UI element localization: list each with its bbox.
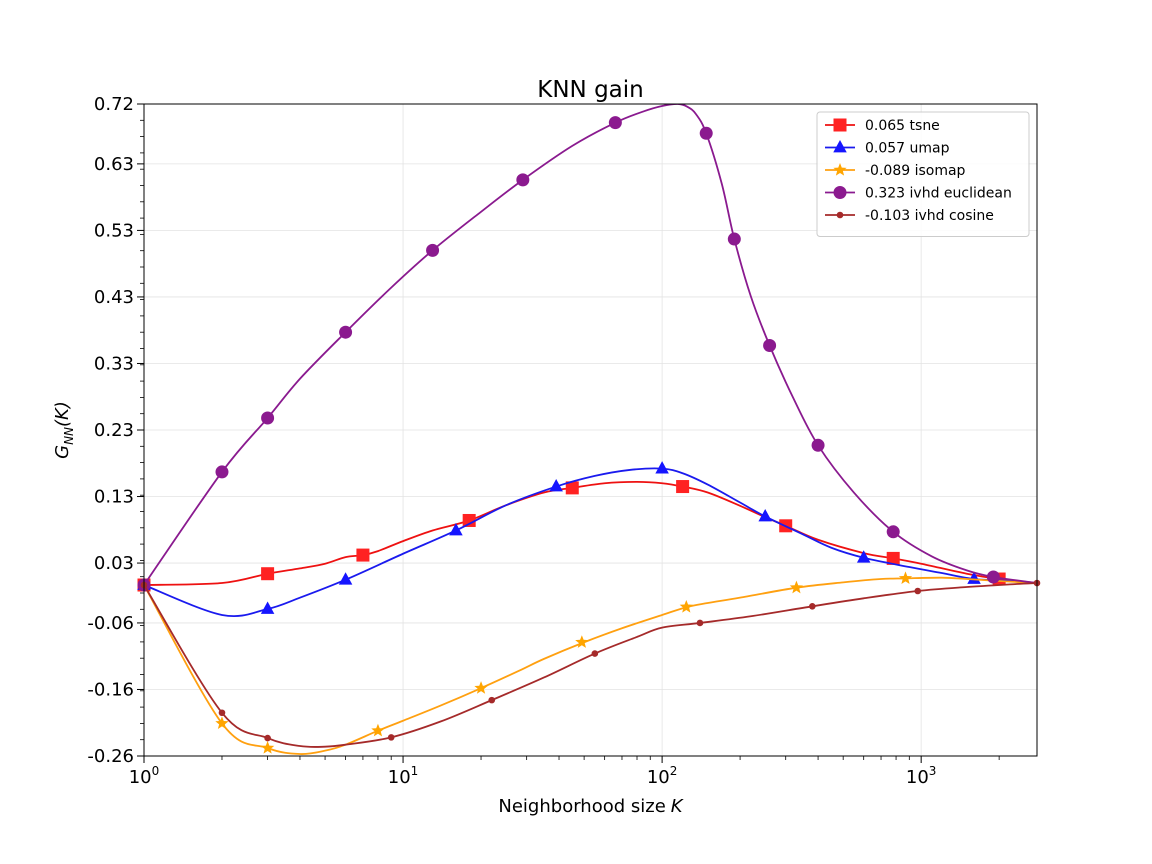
series-isomap	[137, 571, 1037, 755]
legend: 0.065 tsne 0.057 umap -0.089 isomap 0.323 i…	[816, 111, 1030, 237]
y-tick-label: -0.16	[87, 679, 134, 700]
data-point-isomap	[898, 571, 913, 585]
data-point-ivhd-euclidean	[699, 126, 713, 140]
legend-item-umap: 0.057 umap	[825, 140, 950, 157]
y-tick-label: 0.63	[94, 154, 134, 175]
legend-item-tsne: 0.065 tsne	[825, 118, 940, 134]
legend-label: -0.103 ivhd cosine	[865, 208, 994, 224]
legend-label: -0.089 isomap	[865, 163, 966, 179]
y-axis-label-subscript: NN	[62, 427, 76, 445]
x-axis-label-variable: K	[671, 796, 684, 817]
y-tick-label: 0.33	[94, 353, 134, 374]
y-tick-label: 0.13	[94, 487, 134, 508]
data-point-tsne	[886, 551, 900, 565]
data-point-ivhd-euclidean	[516, 173, 530, 187]
data-point-ivhd-cosine	[809, 603, 816, 610]
data-point-umap	[549, 479, 563, 492]
series-line-isomap	[144, 576, 1037, 755]
data-point-ivhd-cosine	[264, 734, 271, 742]
legend-item-ivhd-cosine: -0.103 ivhd cosine	[825, 208, 994, 224]
x-tick-label: 103	[906, 764, 937, 788]
data-point-ivhd-cosine	[488, 696, 496, 704]
series-layer	[137, 104, 1041, 755]
x-tick-label: 100	[129, 764, 160, 788]
legend-item-ivhd-euclidean: 0.323 ivhd euclidean	[825, 186, 1012, 202]
data-point-ivhd-euclidean	[261, 411, 275, 425]
data-point-tsne	[356, 548, 370, 562]
legend-marker-umap	[833, 140, 847, 153]
x-tick-label: 102	[647, 764, 678, 788]
data-point-umap	[967, 571, 981, 584]
data-point-umap	[338, 572, 353, 585]
data-point-ivhd-cosine	[387, 734, 395, 741]
legend-marker-ivhd-cosine	[836, 211, 844, 219]
data-point-ivhd-euclidean	[986, 570, 1000, 584]
data-point-ivhd-euclidean	[215, 465, 229, 479]
y-tick-label: 0.23	[94, 420, 134, 441]
data-point-ivhd-cosine	[218, 709, 226, 717]
data-point-umap	[856, 550, 871, 563]
chart-title: KNN gain	[537, 77, 643, 103]
series-ivhd-cosine	[140, 579, 1041, 748]
data-point-tsne	[676, 480, 690, 494]
data-point-isomap	[260, 741, 275, 754]
y-tick-label: 0.03	[94, 553, 134, 574]
y-tick-label: -0.06	[87, 613, 134, 634]
data-point-isomap	[371, 723, 385, 737]
data-point-ivhd-cosine	[591, 650, 599, 657]
y-axis-label: GNN(K)	[52, 401, 76, 459]
data-point-isomap	[474, 681, 488, 694]
data-point-isomap	[679, 599, 693, 613]
data-point-ivhd-euclidean	[811, 438, 825, 452]
y-tick-label: 0.43	[94, 287, 134, 308]
series-ivhd-euclidean	[137, 104, 1037, 592]
y-tick-label: 0.53	[94, 220, 134, 241]
data-point-ivhd-euclidean	[339, 325, 353, 339]
series-line-tsne	[144, 480, 1037, 586]
data-point-tsne	[261, 567, 275, 581]
legend-box	[816, 111, 1030, 237]
data-point-ivhd-euclidean	[763, 339, 777, 353]
data-point-isomap	[789, 580, 804, 594]
data-point-umap	[449, 522, 463, 536]
x-axis-label-text: Neighborhood size	[498, 796, 665, 817]
data-point-ivhd-euclidean	[608, 116, 622, 130]
series-line-ivhd-cosine	[144, 582, 1037, 748]
data-point-isomap	[575, 635, 589, 648]
y-axis-label-argument: (K)	[52, 401, 73, 427]
series-line-umap	[144, 467, 1037, 618]
legend-label: 0.057 umap	[865, 141, 950, 157]
y-axis-label-symbol: G	[52, 445, 73, 459]
axis-ticks: 0.72 0.63 0.53 0.43 0.33 0.23 0.13 0.03 -0.06 -0.…	[87, 94, 1000, 788]
data-point-umap	[655, 461, 669, 474]
data-point-ivhd-euclidean	[886, 525, 900, 539]
data-point-tsne	[565, 481, 579, 495]
x-tick-label: 101	[388, 764, 419, 788]
data-point-ivhd-cosine	[914, 587, 922, 595]
data-point-umap	[758, 508, 772, 522]
data-point-ivhd-cosine	[696, 619, 704, 627]
x-axis-label: Neighborhood size K	[498, 796, 683, 817]
legend-marker-tsne	[833, 118, 847, 132]
data-point-isomap	[215, 716, 229, 730]
data-point-ivhd-euclidean	[426, 243, 440, 257]
data-point-ivhd-euclidean	[727, 232, 741, 246]
legend-label: 0.323 ivhd euclidean	[865, 186, 1012, 202]
legend-marker-ivhd-euclidean	[833, 186, 847, 199]
data-point-umap	[260, 601, 275, 614]
legend-marker-isomap	[833, 163, 847, 176]
y-tick-label: -0.26	[87, 746, 134, 767]
data-point-tsne	[462, 513, 476, 527]
legend-label: 0.065 tsne	[865, 118, 940, 134]
y-tick-label: 0.72	[94, 94, 134, 115]
legend-item-isomap: -0.089 isomap	[825, 163, 966, 179]
